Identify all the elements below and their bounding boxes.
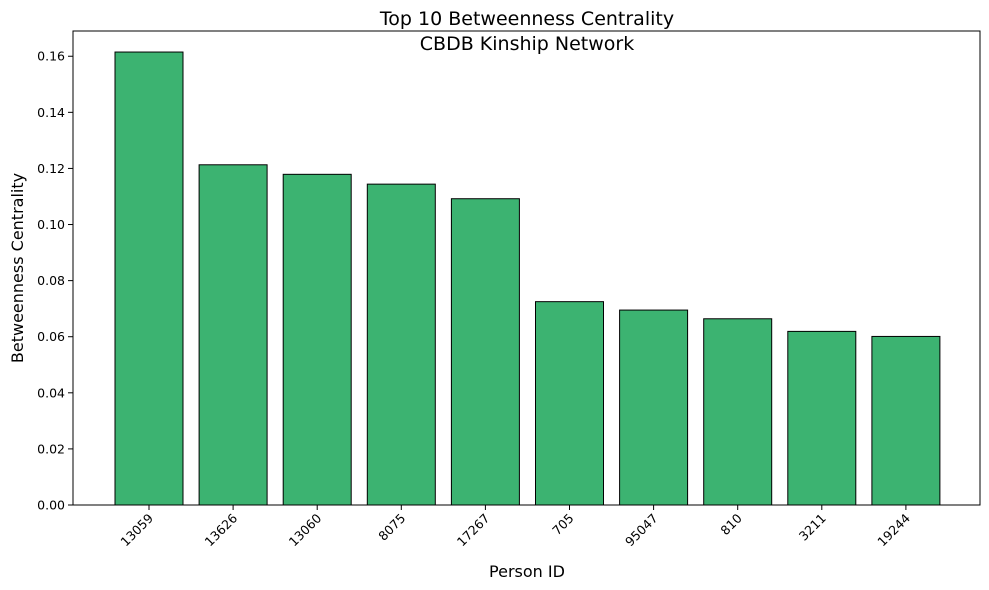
plot-area-frame [72, 30, 981, 506]
chart-subtitle: CBDB Kinship Network [420, 33, 634, 55]
y-tick-label: 0.12 [37, 161, 65, 176]
bar-19244 [871, 335, 941, 506]
bar-13626 [198, 164, 268, 506]
x-tick-label: 17267 [454, 511, 493, 550]
chart-title: Top 10 Betweenness Centrality [379, 8, 674, 30]
y-tick-label: 0.14 [37, 105, 65, 120]
bar-17267 [450, 198, 520, 506]
bar-810 [703, 318, 773, 506]
x-tick-label: 13059 [117, 510, 156, 549]
bar-13060 [282, 173, 352, 506]
x-tick-label: 13626 [201, 510, 240, 549]
x-tick-label: 13060 [286, 510, 325, 549]
x-tick-label: 19244 [874, 510, 913, 549]
bar-705 [535, 301, 604, 506]
bar-95047 [619, 309, 689, 506]
x-tick-label: 3211 [796, 511, 829, 544]
x-tick-label: 8075 [375, 511, 408, 544]
x-axis-label: Person ID [489, 562, 565, 581]
x-tick-label: 95047 [622, 511, 661, 550]
x-tick-label: 705 [549, 511, 576, 538]
x-axis-ticks: 13059 13626 13060 8075 17267 705 95047 810 3211 1… [117, 505, 913, 549]
y-tick-label: 0.10 [37, 217, 65, 232]
bar-3211 [787, 330, 857, 506]
y-tick-label: 0.02 [37, 441, 65, 456]
y-tick-label: 0.06 [37, 329, 65, 344]
bar-8075 [366, 183, 436, 506]
bars-group [114, 51, 941, 506]
y-tick-label: 0.04 [37, 385, 65, 400]
y-tick-label: 0.08 [37, 273, 65, 288]
y-tick-label: 0.00 [37, 498, 65, 513]
x-tick-label: 810 [717, 510, 745, 538]
y-tick-label: 0.16 [37, 49, 65, 64]
y-axis-ticks: 0.00 0.02 0.04 0.06 0.08 0.10 0.12 0.14 0.16 [37, 49, 73, 513]
y-axis-label: Betweenness Centrality [8, 173, 27, 363]
bar-13059 [114, 51, 184, 506]
